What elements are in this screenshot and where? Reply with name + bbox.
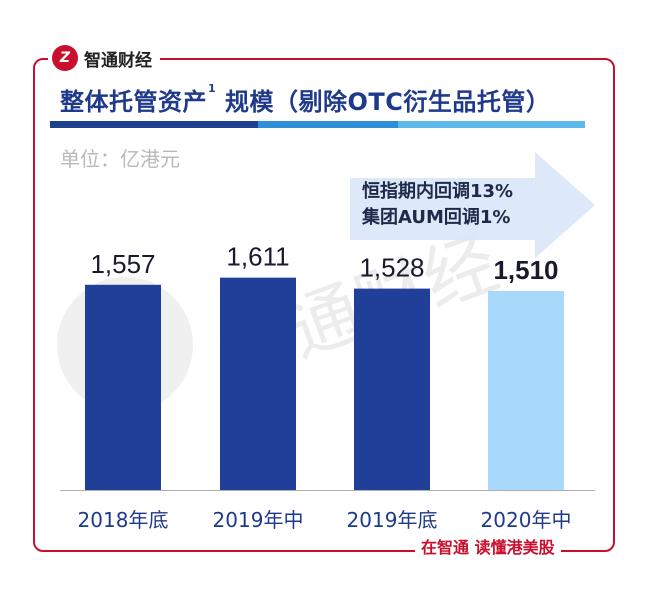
annotation-line-2: 集团AUM回调1% [362, 207, 511, 228]
title-main: 整体托管资产 [60, 88, 207, 116]
category-label: 2019年底 [347, 508, 438, 532]
title-rest: 规模（剔除OTC衍生品托管） [216, 88, 551, 116]
stripe-light [398, 121, 585, 128]
data-label: 1,557 [90, 249, 155, 279]
annotation: 恒指期内回调13% 集团AUM回调1% [362, 179, 513, 231]
brand-header: Z 智通财经 [48, 40, 160, 76]
chart-title: 整体托管资产1 规模（剔除OTC衍生品托管） [60, 82, 550, 117]
stripe-mid [258, 121, 398, 128]
title-footnote: 1 [208, 82, 217, 95]
footer-slogan: 在智通 读懂港美股 [415, 534, 561, 558]
category-label: 2020年中 [481, 508, 572, 532]
bar [488, 290, 564, 490]
bar [220, 277, 296, 490]
bar [85, 284, 161, 490]
data-label: 1,510 [493, 255, 558, 285]
brand-name: 智通财经 [84, 50, 152, 71]
stripe-dark [50, 121, 258, 128]
title-underline-stripe [50, 121, 585, 128]
category-label: 2019年中 [213, 508, 304, 532]
bar [354, 288, 430, 490]
unit-label: 单位：亿港元 [60, 147, 180, 171]
brand-logo-icon: Z [52, 45, 78, 71]
data-label: 1,611 [226, 242, 289, 272]
chart-frame [33, 58, 615, 552]
category-label: 2018年底 [78, 508, 169, 532]
annotation-line-1: 恒指期内回调13% [362, 181, 514, 202]
data-label: 1,528 [359, 253, 424, 283]
